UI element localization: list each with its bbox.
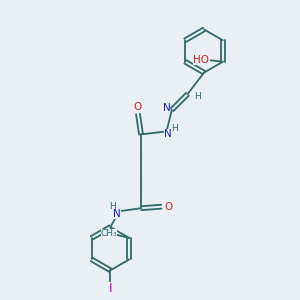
Text: N: N <box>113 208 121 219</box>
Text: H: H <box>110 202 116 211</box>
Text: I: I <box>109 282 112 295</box>
Text: CH₃: CH₃ <box>101 229 117 238</box>
Text: HO: HO <box>193 55 209 65</box>
Text: N: N <box>164 129 172 140</box>
Text: H: H <box>171 124 177 134</box>
Text: H: H <box>194 92 200 101</box>
Text: O: O <box>164 202 172 212</box>
Text: N: N <box>163 103 170 113</box>
Text: O: O <box>133 102 142 112</box>
